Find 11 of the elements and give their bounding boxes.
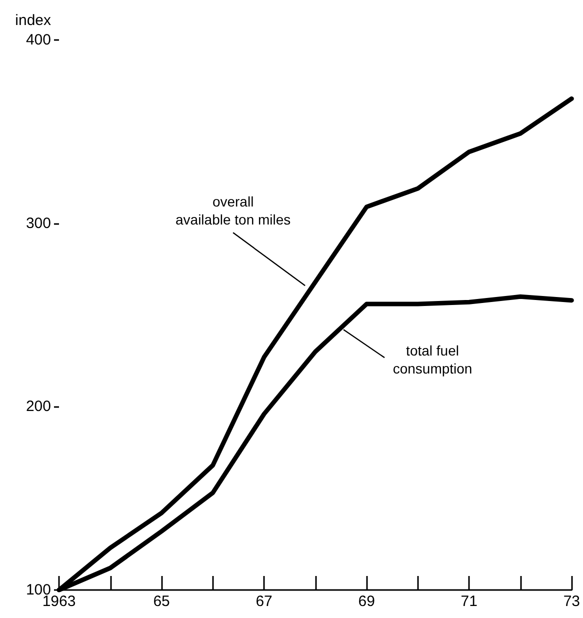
- annotation: overall available ton miles: [175, 194, 291, 228]
- y-axis-title: index: [15, 12, 52, 29]
- x-tick-label: 67: [256, 593, 272, 610]
- x-tick-label: 73: [563, 593, 580, 610]
- x-tick-label: 65: [153, 593, 170, 610]
- y-tick-label: 200: [26, 398, 51, 416]
- annotation: total fuel consumption: [392, 342, 472, 377]
- y-tick-label: 400: [26, 32, 51, 48]
- x-tick-label: 69: [358, 593, 375, 610]
- y-tick-label: 300: [26, 214, 51, 232]
- x-tick-label: 71: [460, 593, 478, 610]
